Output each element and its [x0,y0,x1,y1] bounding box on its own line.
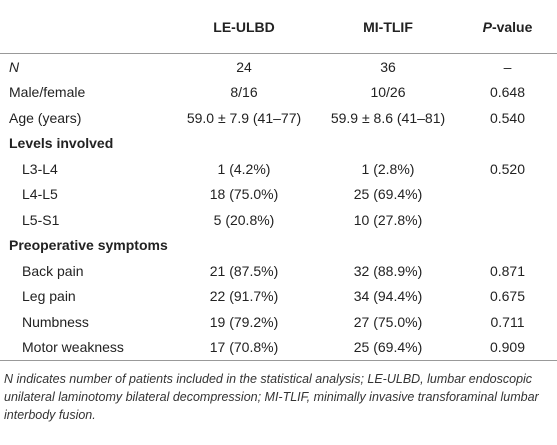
table-cell: 0.520 [489,160,526,177]
row-label: Age (years) [9,109,82,126]
group-row: Levels involved [0,131,557,157]
table-cell: 0.909 [458,334,557,361]
table-cell: 0.711 [490,313,525,330]
table-cell: 0.540 [489,109,526,126]
table-cell [458,182,557,208]
table-cell: 10 (27.8%) [353,211,423,228]
table-header: LE-ULBD MI-TLIF P-value [0,0,557,54]
header-cell [0,0,170,54]
table-row: Leg pain 22 (91.7%) 34 (94.4%) 0.675 [0,284,557,310]
row-label: N [9,58,20,75]
row-label: Male/female [9,84,86,101]
table-row: L4-L5 18 (75.0%) 25 (69.4%) [0,182,557,208]
header-row: LE-ULBD MI-TLIF P-value [0,0,557,54]
group-row: Preoperative symptoms [0,233,557,259]
table-cell: 19 (79.2%) [209,313,279,330]
table-cell: 0.871 [489,262,526,279]
table-cell: 24 [236,58,252,75]
row-label: L5-S1 [22,211,60,228]
table-cell [458,207,557,233]
table-cell: 59.9 ± 8.6 (41–81) [330,109,446,126]
data-table: LE-ULBD MI-TLIF P-value N 24 36 – Male/femal… [0,0,557,361]
table-cell: 8/16 [230,84,258,101]
table-cell: 21 (87.5%) [209,262,279,279]
header-italic: P [482,18,492,35]
row-label: Back pain [22,262,84,279]
header-cell: LE-ULBD [170,0,318,54]
table-cell: 1 (4.2%) [217,160,271,177]
table-row: L5-S1 5 (20.8%) 10 (27.8%) [0,207,557,233]
footnote: N indicates number of patients included … [4,372,539,422]
table-cell: 0.648 [489,84,526,101]
row-label: L4-L5 [22,186,58,203]
table-row: Male/female 8/16 10/26 0.648 [0,80,557,106]
table-cell: 25 (69.4%) [318,334,458,361]
table-cell: 5 (20.8%) [213,211,275,228]
table-row: N 24 36 – [0,54,557,80]
table-row: Numbness 19 (79.2%) 27 (75.0%) 0.711 [0,309,557,335]
table-cell: 18 (75.0%) [209,186,279,203]
header-cell: P-value [458,0,557,54]
table-row: Back pain 21 (87.5%) 32 (88.9%) 0.871 [0,258,557,284]
table-cell: 0.675 [489,288,526,305]
table-cell: 34 (94.4%) [353,288,423,305]
row-label: Motor weakness [0,334,170,361]
table-row: Motor weakness 17 (70.8%) 25 (69.4%) 0.909 [0,334,557,361]
table-cell: 1 (2.8%) [361,160,415,177]
table-cell: 22 (91.7%) [209,288,279,305]
table-cell: 36 [380,58,396,75]
table-cell: 17 (70.8%) [170,334,318,361]
row-label: Leg pain [22,288,76,305]
table-cell: 32 (88.9%) [353,262,423,279]
table-cell: 59.0 ± 7.9 (41–77) [186,109,302,126]
table-cell: 10/26 [370,84,406,101]
table-row: L3-L4 1 (4.2%) 1 (2.8%) 0.520 [0,156,557,182]
table-cell: 25 (69.4%) [353,186,423,203]
group-title: Preoperative symptoms [9,237,168,254]
table-cell: – [503,58,512,75]
table-body: N 24 36 – Male/female 8/16 10/26 0.648 Age (year… [0,54,557,361]
header-text: -value [491,18,533,35]
table-cell: 27 (75.0%) [353,313,423,330]
group-title: Levels involved [9,135,114,152]
header-cell: MI-TLIF [318,0,458,54]
table-row: Age (years) 59.0 ± 7.9 (41–77) 59.9 ± 8.6 … [0,105,557,131]
row-label: L3-L4 [22,160,58,177]
row-label: Numbness [22,313,89,330]
